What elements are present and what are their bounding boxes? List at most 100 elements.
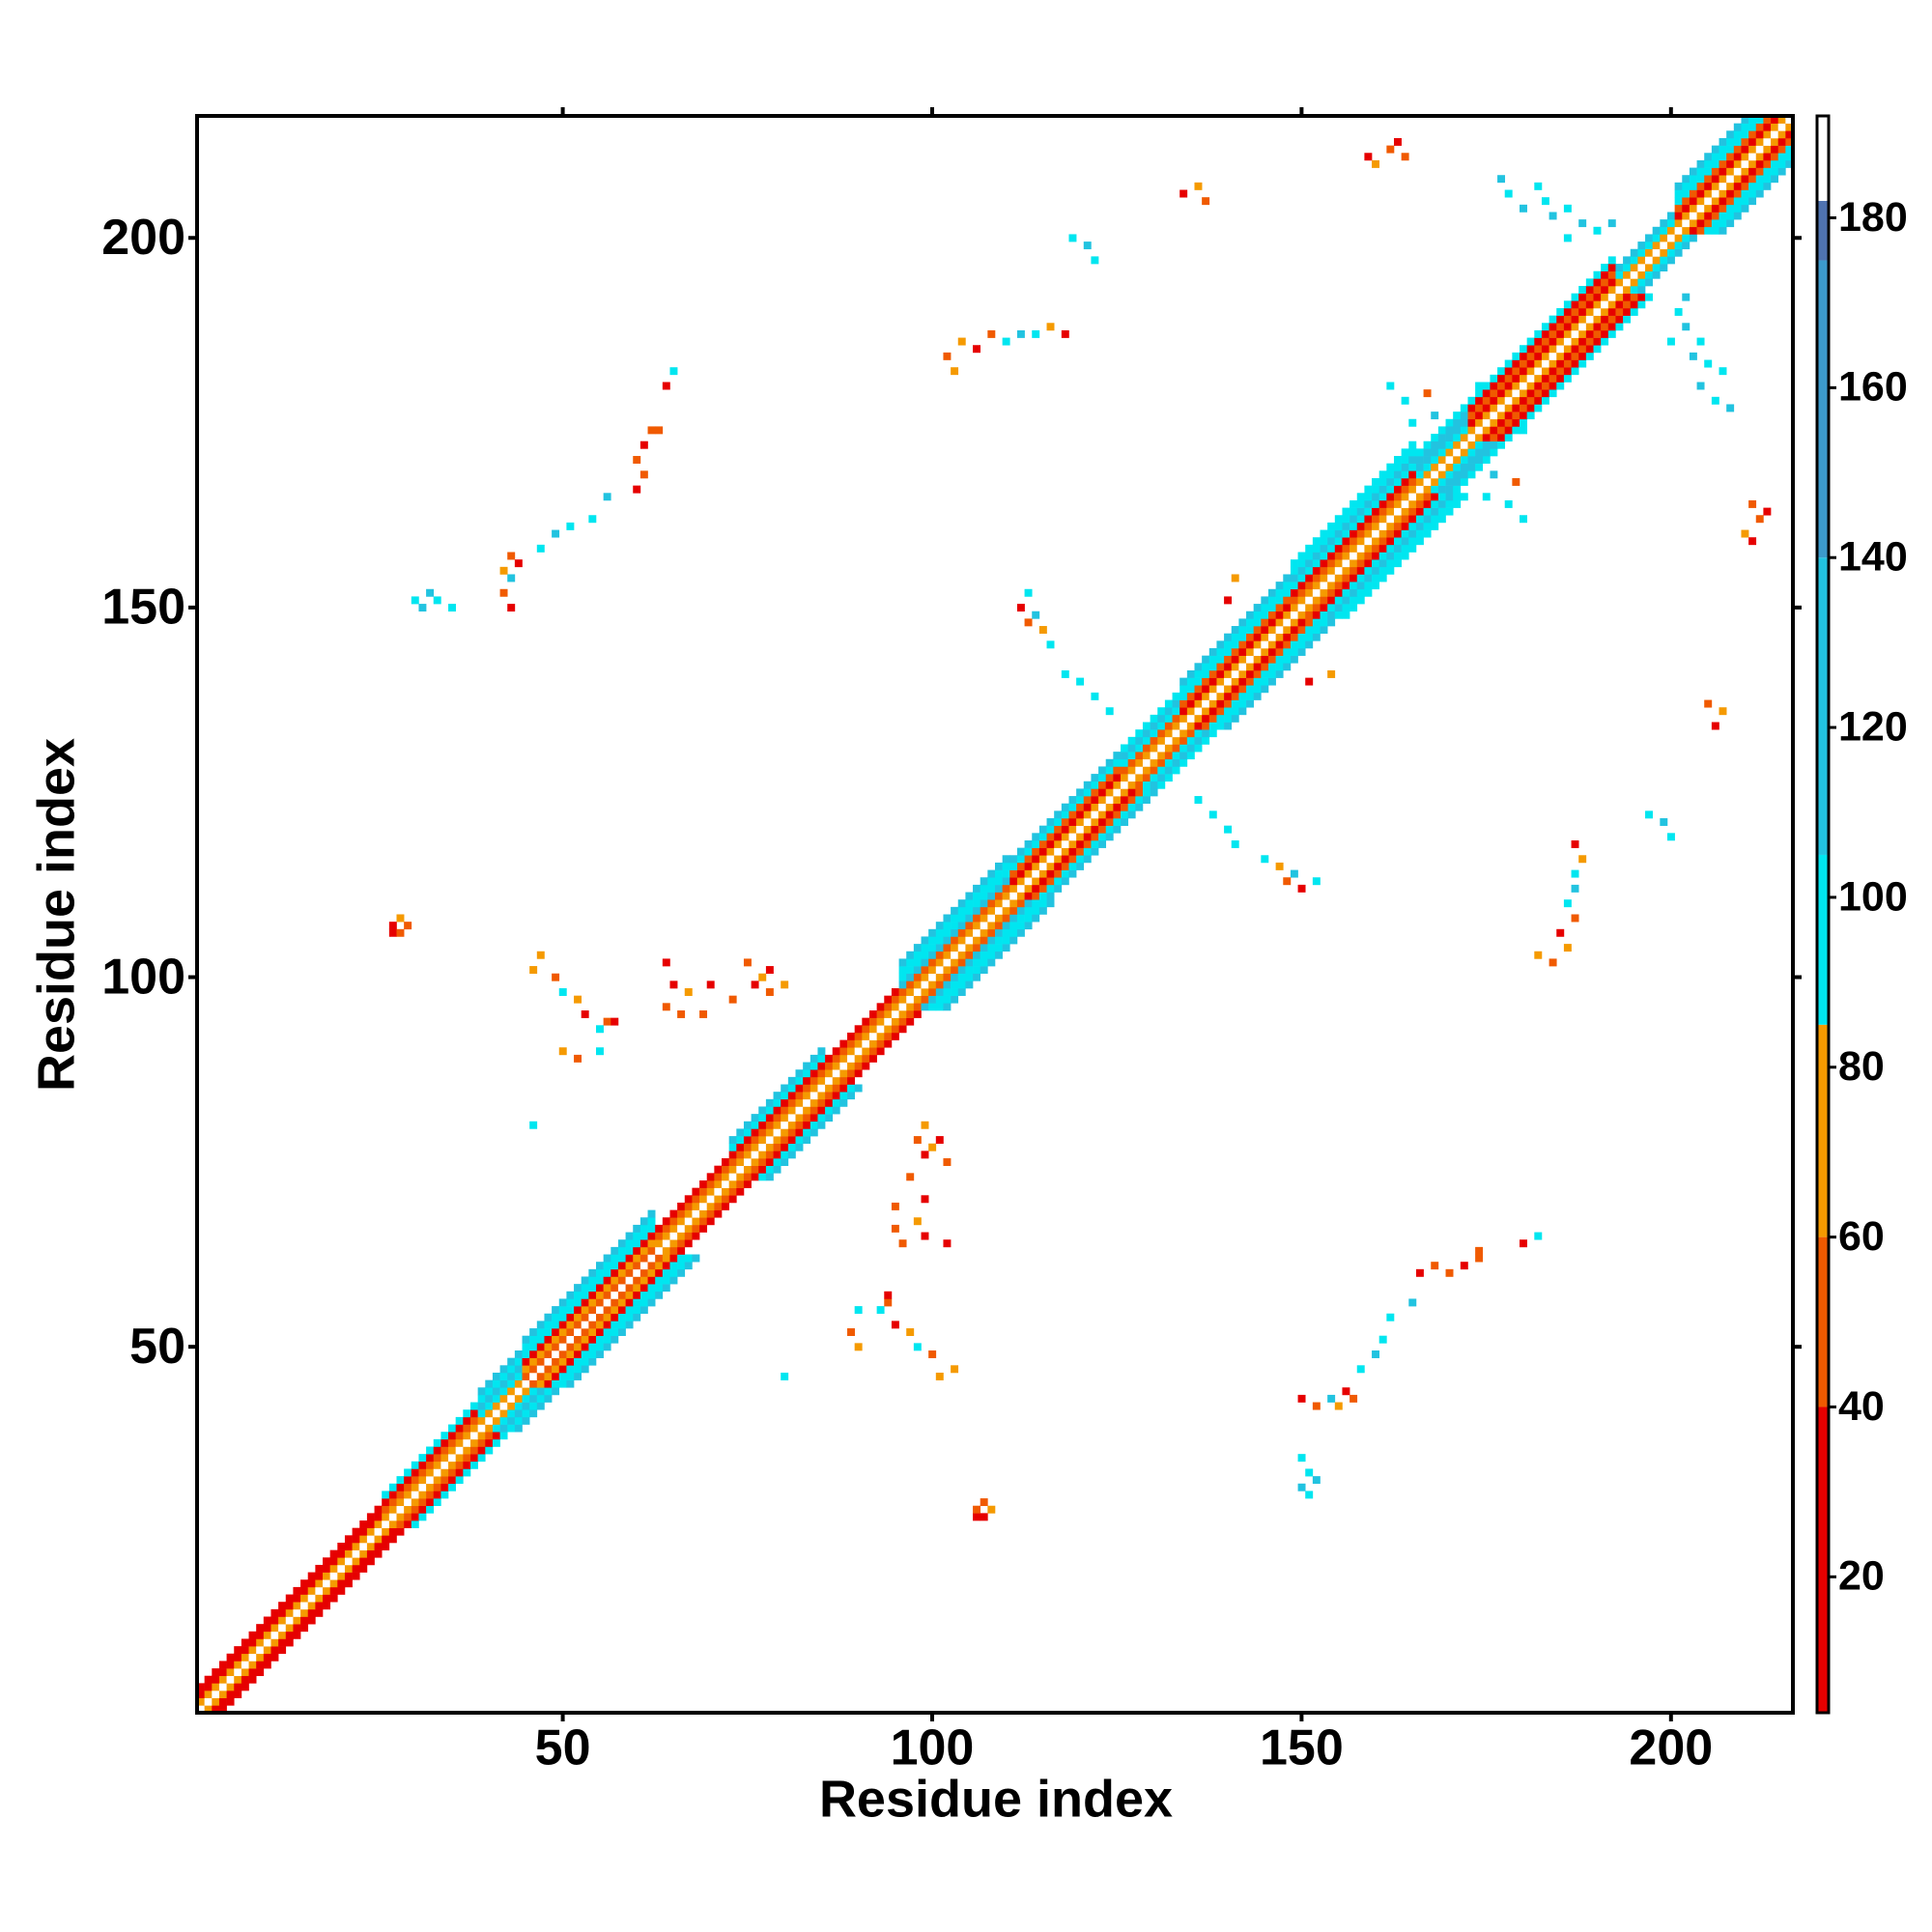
heatmap-cell [1490, 418, 1498, 427]
heatmap-cell [773, 1136, 781, 1145]
heatmap-cell [566, 1291, 575, 1299]
heatmap-cell [1342, 522, 1350, 530]
heatmap-cell [1415, 529, 1424, 538]
heatmap-cell [1068, 810, 1077, 819]
heatmap-cell [1378, 507, 1387, 516]
heatmap-cell [1541, 197, 1549, 206]
heatmap-cell [1356, 515, 1365, 524]
heatmap-cell [285, 1594, 294, 1603]
heatmap-cell [492, 1387, 500, 1396]
heatmap-cell [1038, 906, 1047, 915]
heatmap-cell [1238, 633, 1247, 641]
heatmap-cell [1660, 219, 1668, 228]
heatmap-cell [1320, 544, 1328, 553]
heatmap-cell [1238, 655, 1247, 664]
heatmap-cell [714, 1165, 723, 1174]
heatmap-cell [1172, 729, 1180, 738]
heatmap-cell [1224, 669, 1233, 678]
heatmap-cell [810, 1114, 818, 1122]
heatmap-cell [499, 1394, 508, 1403]
heatmap-cell [1135, 781, 1144, 789]
heatmap-cell [973, 951, 981, 959]
heatmap-cell [1267, 618, 1276, 627]
heatmap-cell [1534, 367, 1543, 376]
heatmap-cell [263, 1631, 271, 1639]
heatmap-cell [1666, 337, 1675, 346]
heatmap-cell [957, 966, 966, 975]
heatmap-cell [1231, 633, 1239, 641]
heatmap-cell [847, 1069, 855, 1078]
heatmap-cell [248, 1638, 257, 1647]
heatmap-cell [743, 1173, 752, 1181]
heatmap-cell [1785, 130, 1794, 139]
heatmap-cell [935, 936, 944, 945]
heatmap-cell [1320, 559, 1328, 568]
heatmap-cell [617, 1313, 626, 1321]
heatmap-cell [1526, 337, 1535, 346]
heatmap-cell [1711, 182, 1719, 190]
heatmap-cell [359, 1527, 368, 1536]
heatmap-cell [906, 966, 915, 975]
heatmap-cell [440, 1468, 449, 1477]
heatmap-cell [1394, 477, 1402, 486]
heatmap-cell [382, 1513, 390, 1521]
heatmap-cell [921, 1121, 929, 1129]
heatmap-cell [522, 1379, 530, 1388]
heatmap-cell [256, 1668, 265, 1677]
heatmap-cell [1755, 145, 1764, 154]
heatmap-cell [810, 1106, 818, 1115]
heatmap-cell [234, 1653, 242, 1662]
heatmap-cell [765, 1128, 774, 1137]
heatmap-cell [1541, 323, 1549, 331]
heatmap-cell [514, 1409, 523, 1418]
heatmap-cell [884, 1032, 893, 1040]
heatmap-cell [825, 1114, 834, 1122]
heatmap-cell [1032, 839, 1040, 848]
heatmap-cell [765, 1114, 774, 1122]
heatmap-cell [876, 1306, 885, 1315]
heatmap-cell [1607, 323, 1616, 331]
heatmap-cell [1372, 507, 1380, 516]
heatmap-cell [906, 958, 915, 967]
heatmap-cell [1689, 182, 1697, 190]
heatmap-cell [388, 1491, 397, 1499]
heatmap-cell [1327, 596, 1336, 605]
heatmap-cell [1666, 248, 1675, 257]
heatmap-cell [1423, 493, 1432, 501]
heatmap-cell [1372, 515, 1380, 524]
heatmap-cell [507, 1379, 516, 1388]
heatmap-cell [854, 1032, 863, 1040]
heatmap-cell [293, 1616, 301, 1625]
heatmap-cell [787, 1098, 796, 1107]
heatmap-cell [1726, 159, 1735, 168]
heatmap-cell [1135, 774, 1144, 782]
heatmap-cell [1520, 367, 1527, 376]
heatmap-cell [706, 1217, 715, 1226]
heatmap-cell [1364, 493, 1373, 501]
heatmap-cell [1261, 633, 1269, 641]
heatmap-cell [943, 1239, 952, 1248]
heatmap-cell [1431, 515, 1439, 524]
heatmap-cell [1127, 810, 1136, 819]
heatmap-cell [285, 1624, 294, 1633]
heatmap-cell [1105, 707, 1114, 716]
heatmap-cell [913, 1136, 922, 1145]
heatmap-cell [1127, 796, 1136, 805]
heatmap-cell [1401, 470, 1409, 479]
heatmap-cell [1372, 529, 1380, 538]
heatmap-cell [1342, 559, 1350, 568]
heatmap-cell [366, 1520, 375, 1528]
heatmap-cell [1083, 242, 1092, 250]
heatmap-cell [1305, 552, 1314, 560]
heatmap-cell [633, 1246, 641, 1255]
heatmap-cell [1726, 145, 1735, 154]
heatmap-cell [469, 1402, 478, 1410]
heatmap-cell [1127, 788, 1136, 797]
heatmap-cell [1342, 537, 1350, 546]
heatmap-cell [418, 604, 427, 612]
heatmap-cell [1475, 448, 1484, 457]
heatmap-cell [1645, 270, 1653, 279]
heatmap-cell [625, 1268, 634, 1277]
heatmap-cell [1541, 359, 1549, 368]
heatmap-cell [965, 951, 974, 959]
